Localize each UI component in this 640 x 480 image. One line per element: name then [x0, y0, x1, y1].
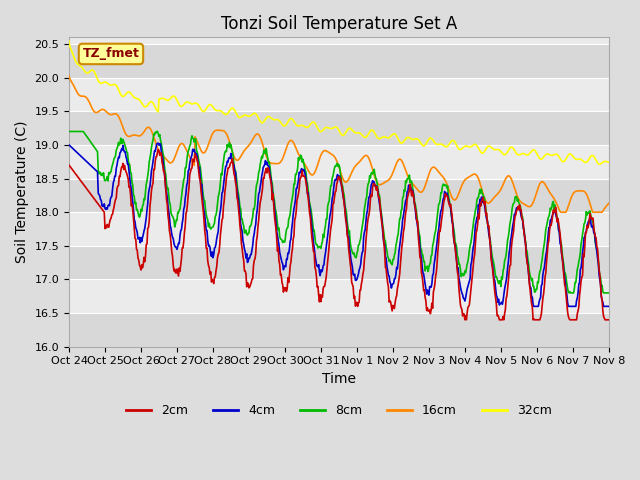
Bar [69, 246, 609, 279]
Text: TZ_fmet: TZ_fmet [83, 48, 140, 60]
Y-axis label: Soil Temperature (C): Soil Temperature (C) [15, 121, 29, 263]
Bar [69, 44, 609, 78]
Bar [69, 313, 609, 347]
X-axis label: Time: Time [322, 372, 356, 386]
Title: Tonzi Soil Temperature Set A: Tonzi Soil Temperature Set A [221, 15, 457, 33]
Bar [69, 179, 609, 212]
Bar [69, 111, 609, 145]
Legend: 2cm, 4cm, 8cm, 16cm, 32cm: 2cm, 4cm, 8cm, 16cm, 32cm [121, 399, 557, 422]
